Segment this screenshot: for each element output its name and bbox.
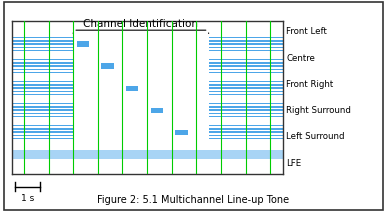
Bar <box>209 138 283 139</box>
Bar <box>209 87 283 89</box>
Bar <box>12 116 73 117</box>
Bar <box>12 103 73 104</box>
Bar <box>209 72 283 73</box>
Text: Figure 2: 5.1 Multichannel Line-up Tone: Figure 2: 5.1 Multichannel Line-up Tone <box>98 195 289 205</box>
Bar <box>12 138 73 139</box>
Bar <box>209 91 283 92</box>
Bar <box>12 69 73 70</box>
Bar <box>77 41 89 47</box>
Bar <box>12 135 73 136</box>
Bar <box>12 37 73 38</box>
Bar <box>209 40 283 42</box>
Bar <box>12 91 73 92</box>
Bar <box>12 113 73 114</box>
Bar <box>209 109 283 111</box>
Bar <box>12 109 73 111</box>
Bar <box>175 130 188 135</box>
Text: Front Right: Front Right <box>286 80 334 89</box>
Bar <box>12 131 73 133</box>
Text: 1 s: 1 s <box>21 194 34 203</box>
Bar <box>209 113 283 114</box>
Bar <box>209 43 283 45</box>
Bar <box>209 37 283 38</box>
Text: Channel Identification: Channel Identification <box>84 19 199 29</box>
Bar <box>209 62 283 64</box>
Bar <box>209 69 283 70</box>
Bar <box>126 85 139 91</box>
Bar <box>209 128 283 130</box>
Bar <box>209 84 283 86</box>
Bar <box>209 81 283 82</box>
Bar <box>209 50 283 51</box>
Bar <box>12 87 73 89</box>
Bar <box>209 135 283 136</box>
Text: LFE: LFE <box>286 159 301 168</box>
Bar <box>12 94 73 95</box>
Bar <box>12 59 73 60</box>
Bar <box>12 81 73 82</box>
Bar <box>12 62 73 64</box>
Bar <box>209 103 283 104</box>
Bar <box>209 65 283 67</box>
Bar <box>209 94 283 95</box>
Bar <box>12 150 283 159</box>
Text: Left Surround: Left Surround <box>286 132 345 141</box>
Bar <box>209 131 283 133</box>
Bar <box>209 106 283 108</box>
Bar <box>12 65 73 67</box>
Bar <box>209 59 283 60</box>
Bar <box>12 43 73 45</box>
Bar <box>12 128 73 130</box>
Bar <box>209 116 283 117</box>
Bar <box>12 84 73 86</box>
Bar <box>209 125 283 126</box>
Bar <box>12 72 73 73</box>
Bar <box>12 47 73 48</box>
Bar <box>12 50 73 51</box>
Bar <box>12 125 73 126</box>
Bar <box>101 63 114 69</box>
Bar <box>12 106 73 108</box>
Bar <box>151 107 163 113</box>
Bar <box>209 47 283 48</box>
Bar <box>12 40 73 42</box>
Text: Front Left: Front Left <box>286 27 327 36</box>
Text: Centre: Centre <box>286 54 315 63</box>
Text: Right Surround: Right Surround <box>286 106 351 115</box>
